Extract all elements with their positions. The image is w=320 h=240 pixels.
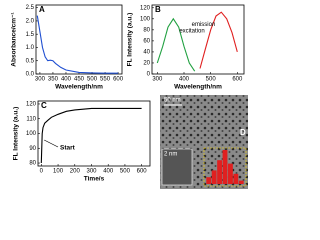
y-tick-label: 90 [29,146,36,152]
x-tick-label: 300 [86,169,97,175]
histogram-bar [233,173,239,184]
y-axis-title: Absorbance/cm⁻¹ [11,12,18,66]
y-axis-title: FL Intensity (a.u.) [13,107,20,161]
x-tick-label: 400 [61,77,72,83]
x-tick-label: 0 [40,169,44,175]
plot-frame [35,4,123,75]
x-tick-label: 600 [137,169,148,175]
x-tick-label: 350 [48,77,59,83]
y-tick-label: 40 [143,49,150,55]
y-tick-label: 100 [140,16,151,22]
x-tick-label: 500 [206,77,217,83]
plot-frame [151,4,245,75]
y-tick-label: 20 [143,61,150,67]
y-tick-label: 60 [143,38,150,44]
series-line [156,17,196,72]
histogram-bar [222,150,228,184]
y-tick-label: 120 [140,5,151,11]
annotation: Start [60,145,76,152]
y-tick-label: 80 [143,27,150,33]
y-tick-label: 100 [26,131,37,137]
y-tick-label: 1.5 [26,32,35,38]
x-tick-label: 100 [53,169,64,175]
y-tick-label: 2.0 [26,19,35,25]
plot-frame [37,100,151,167]
y-tick-label: 110 [26,116,36,122]
series-line [40,107,142,164]
histogram-bar [211,170,217,184]
y-tick-label: 1.0 [26,45,35,51]
scale-label: 50 nm [164,98,181,104]
series-line [199,11,238,69]
y-tick-label: 80 [29,161,36,167]
y-tick-label: 2.5 [26,5,35,11]
x-tick-label: 300 [35,77,46,83]
x-axis-title: Wavelength/nm [55,84,103,91]
series-label: emission [192,22,216,28]
x-tick-label: 450 [74,77,85,83]
hrtem-inset [161,148,193,186]
scale-label: 2 nm [164,152,177,158]
histogram-bar [217,160,222,184]
histogram-bar [228,163,233,184]
panel-label: D [240,128,246,137]
x-tick-label: 500 [120,169,131,175]
panel-label: C [41,101,47,110]
x-axis-title: Time/s [84,176,105,183]
series-line [36,15,119,74]
x-tick-label: 300 [152,77,163,83]
x-tick-label: 500 [87,77,98,83]
histogram-bar [206,177,212,184]
panel-label: B [155,5,161,14]
x-tick-label: 600 [232,77,243,83]
histogram-bar [238,180,244,184]
x-axis-title: Wavelength/nm [174,84,222,91]
panel-label: A [39,5,45,14]
histogram-frame [203,147,247,187]
y-tick-label: 0.0 [26,72,35,78]
y-tick-label: 0.5 [26,58,35,64]
x-tick-label: 550 [100,77,111,83]
y-axis-title: FL Intensity (a.u.) [127,13,134,67]
x-tick-label: 400 [103,169,114,175]
x-tick-label: 600 [113,77,124,83]
y-tick-label: 120 [26,102,37,108]
y-tick-label: 0 [147,72,151,78]
x-tick-label: 200 [70,169,81,175]
x-tick-label: 400 [179,77,190,83]
annotation-arrow [44,139,59,148]
series-label: excitation [179,28,204,34]
